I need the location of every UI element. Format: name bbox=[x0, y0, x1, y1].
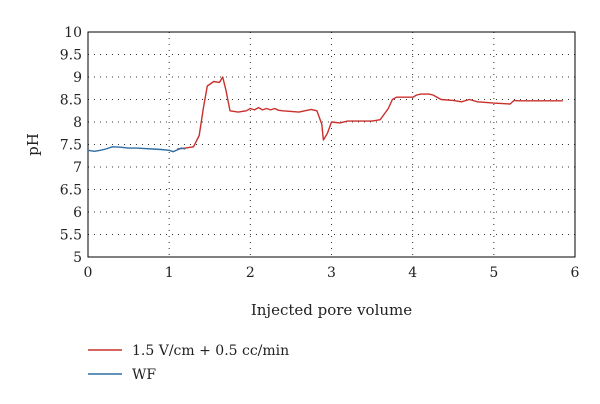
x-tick-label: 5 bbox=[489, 265, 498, 281]
y-tick-label: 8.5 bbox=[60, 93, 82, 109]
x-tick-label: 6 bbox=[571, 265, 580, 281]
y-tick-label: 8 bbox=[73, 115, 82, 131]
x-axis-label: Injected pore volume bbox=[251, 301, 412, 319]
legend-label-wf: WF bbox=[132, 367, 156, 383]
series-line-wf bbox=[87, 146, 186, 153]
tick-labels: 5 5.5 6 6.5 7 7.5 8 8.5 9 9.5 10 0 1 2 3 4 5 6 bbox=[60, 25, 580, 281]
grid-lines bbox=[88, 32, 575, 257]
x-tick-label: 3 bbox=[327, 265, 336, 281]
x-tick-label: 1 bbox=[165, 265, 174, 281]
y-tick-label: 6 bbox=[73, 205, 82, 221]
x-tick-label: 4 bbox=[408, 265, 417, 281]
y-tick-label: 9.5 bbox=[60, 48, 82, 64]
y-axis-label: pH bbox=[24, 133, 42, 156]
y-tick-label: 5.5 bbox=[60, 228, 82, 244]
x-tick-label: 0 bbox=[84, 265, 93, 281]
x-tick-label: 2 bbox=[246, 265, 255, 281]
series-line-1-5v-cm bbox=[177, 76, 563, 150]
y-tick-label: 7 bbox=[73, 160, 82, 176]
y-tick-label: 6.5 bbox=[60, 183, 82, 199]
y-tick-label: 5 bbox=[73, 250, 82, 266]
y-tick-label: 9 bbox=[73, 70, 82, 86]
plot-frame bbox=[87, 31, 576, 258]
legend: 1.5 V/cm + 0.5 cc/min WF bbox=[88, 343, 289, 383]
legend-label-series-1: 1.5 V/cm + 0.5 cc/min bbox=[132, 343, 289, 359]
series-lines bbox=[87, 76, 563, 153]
y-tick-label: 10 bbox=[64, 25, 82, 41]
y-tick-label: 7.5 bbox=[60, 138, 82, 154]
